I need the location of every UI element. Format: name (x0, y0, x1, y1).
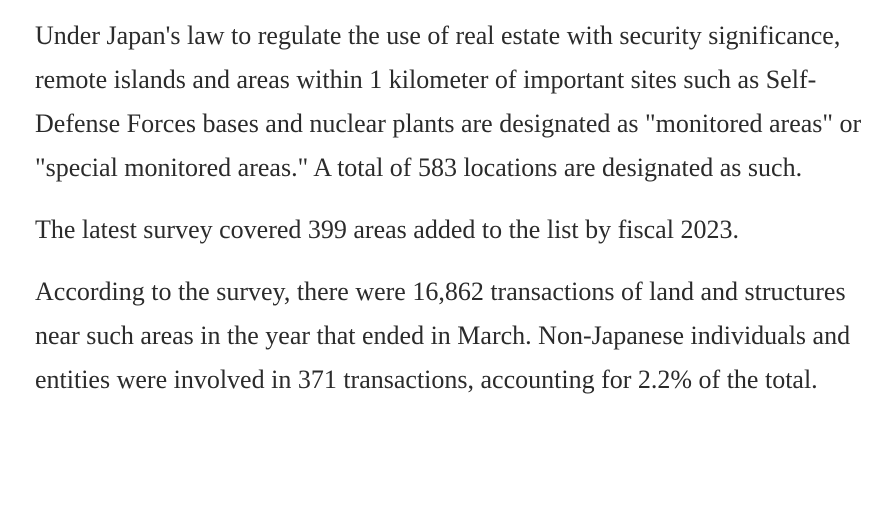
article-paragraph-2: The latest survey covered 399 areas adde… (35, 215, 739, 244)
article-paragraph-1: Under Japan's law to regulate the use of… (35, 21, 862, 182)
article-body: Under Japan's law to regulate the use of… (35, 14, 865, 402)
article-paragraph-3: According to the survey, there were 16,8… (35, 277, 851, 394)
